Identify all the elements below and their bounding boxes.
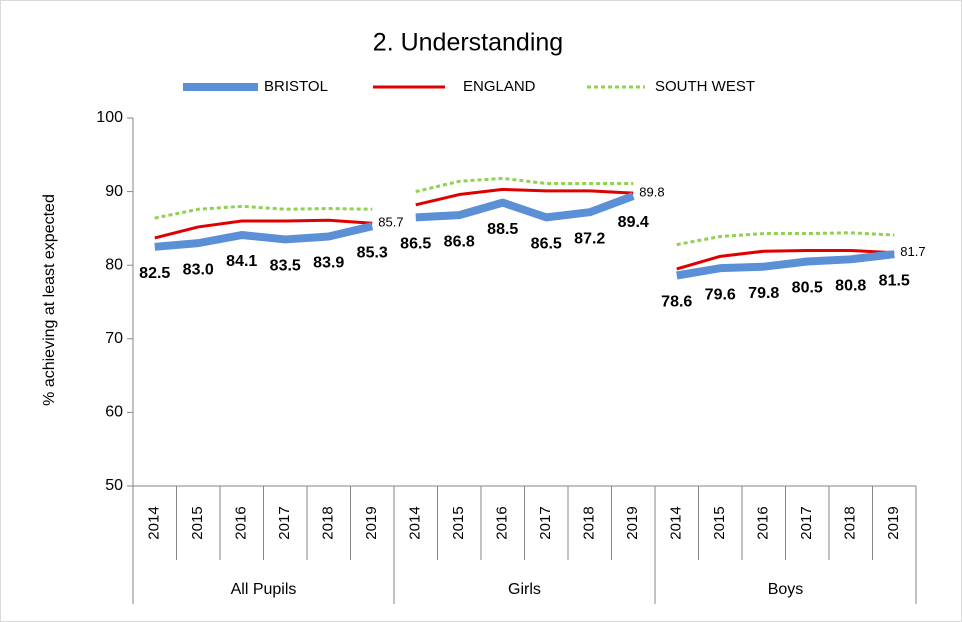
x-tick-label: 2015 bbox=[189, 506, 206, 539]
x-tick-label: 2017 bbox=[276, 506, 293, 539]
data-label: 85.7 bbox=[378, 215, 403, 230]
data-label: 88.5 bbox=[487, 221, 518, 238]
series-line bbox=[154, 218, 373, 240]
data-label: 83.9 bbox=[313, 255, 344, 272]
data-label: 78.6 bbox=[661, 294, 692, 311]
x-tick-label: 2014 bbox=[407, 506, 424, 539]
x-tick-label: 2019 bbox=[363, 506, 380, 539]
x-tick-label: 2015 bbox=[711, 506, 728, 539]
x-tick-label: 2017 bbox=[798, 506, 815, 539]
y-tick-label: 80 bbox=[105, 256, 123, 273]
series-line bbox=[415, 192, 635, 222]
data-label: 81.7 bbox=[900, 244, 925, 259]
x-tick-label: 2017 bbox=[537, 506, 554, 539]
series-line bbox=[676, 250, 895, 280]
data-label: 82.5 bbox=[139, 265, 170, 282]
x-tick-label: 2015 bbox=[450, 506, 467, 539]
x-tick-label: 2018 bbox=[842, 506, 859, 539]
data-label: 84.1 bbox=[226, 253, 257, 270]
series-line bbox=[415, 176, 634, 194]
series-line bbox=[676, 231, 895, 247]
data-label: 81.5 bbox=[879, 272, 910, 289]
data-label: 89.8 bbox=[639, 185, 664, 200]
x-tick-label: 2016 bbox=[494, 506, 511, 539]
data-label: 79.8 bbox=[748, 285, 779, 302]
x-tick-label: 2016 bbox=[233, 506, 250, 539]
x-tick-label: 2014 bbox=[146, 506, 163, 539]
x-tick-label: 2016 bbox=[755, 506, 772, 539]
data-label: 83.0 bbox=[183, 261, 214, 278]
chart-title: 2. Understanding bbox=[373, 29, 563, 57]
x-tick-label: 2019 bbox=[885, 506, 902, 539]
y-tick-label: 90 bbox=[105, 183, 123, 200]
data-label: 86.5 bbox=[400, 236, 431, 253]
y-tick-label: 100 bbox=[96, 109, 123, 126]
y-tick-label: 70 bbox=[105, 330, 123, 347]
data-label: 86.8 bbox=[444, 233, 475, 250]
series-line bbox=[154, 222, 374, 251]
x-tick-label: 2018 bbox=[320, 506, 337, 539]
group-label: All Pupils bbox=[231, 581, 297, 598]
x-tick-label: 2018 bbox=[581, 506, 598, 539]
data-label: 79.6 bbox=[705, 286, 736, 303]
data-label: 80.5 bbox=[792, 280, 823, 297]
series-line bbox=[415, 187, 634, 207]
y-tick-label: 60 bbox=[105, 404, 123, 421]
data-label: 83.5 bbox=[270, 258, 301, 275]
legend-label: BRISTOL bbox=[264, 78, 328, 95]
data-label: 85.3 bbox=[357, 244, 388, 261]
series-line bbox=[676, 248, 895, 271]
series-line bbox=[154, 204, 373, 220]
group-label: Boys bbox=[768, 581, 804, 598]
legend-label: ENGLAND bbox=[463, 78, 536, 95]
x-tick-label: 2019 bbox=[624, 506, 641, 539]
legend-label: SOUTH WEST bbox=[655, 78, 755, 95]
data-label: 89.4 bbox=[618, 214, 649, 231]
x-tick-label: 2014 bbox=[668, 506, 685, 539]
data-label: 87.2 bbox=[574, 230, 605, 247]
y-axis-label: % achieving at least expected bbox=[41, 194, 58, 406]
data-label: 86.5 bbox=[531, 236, 562, 253]
y-tick-label: 50 bbox=[105, 477, 123, 494]
data-label: 80.8 bbox=[835, 278, 866, 295]
group-label: Girls bbox=[508, 581, 541, 598]
